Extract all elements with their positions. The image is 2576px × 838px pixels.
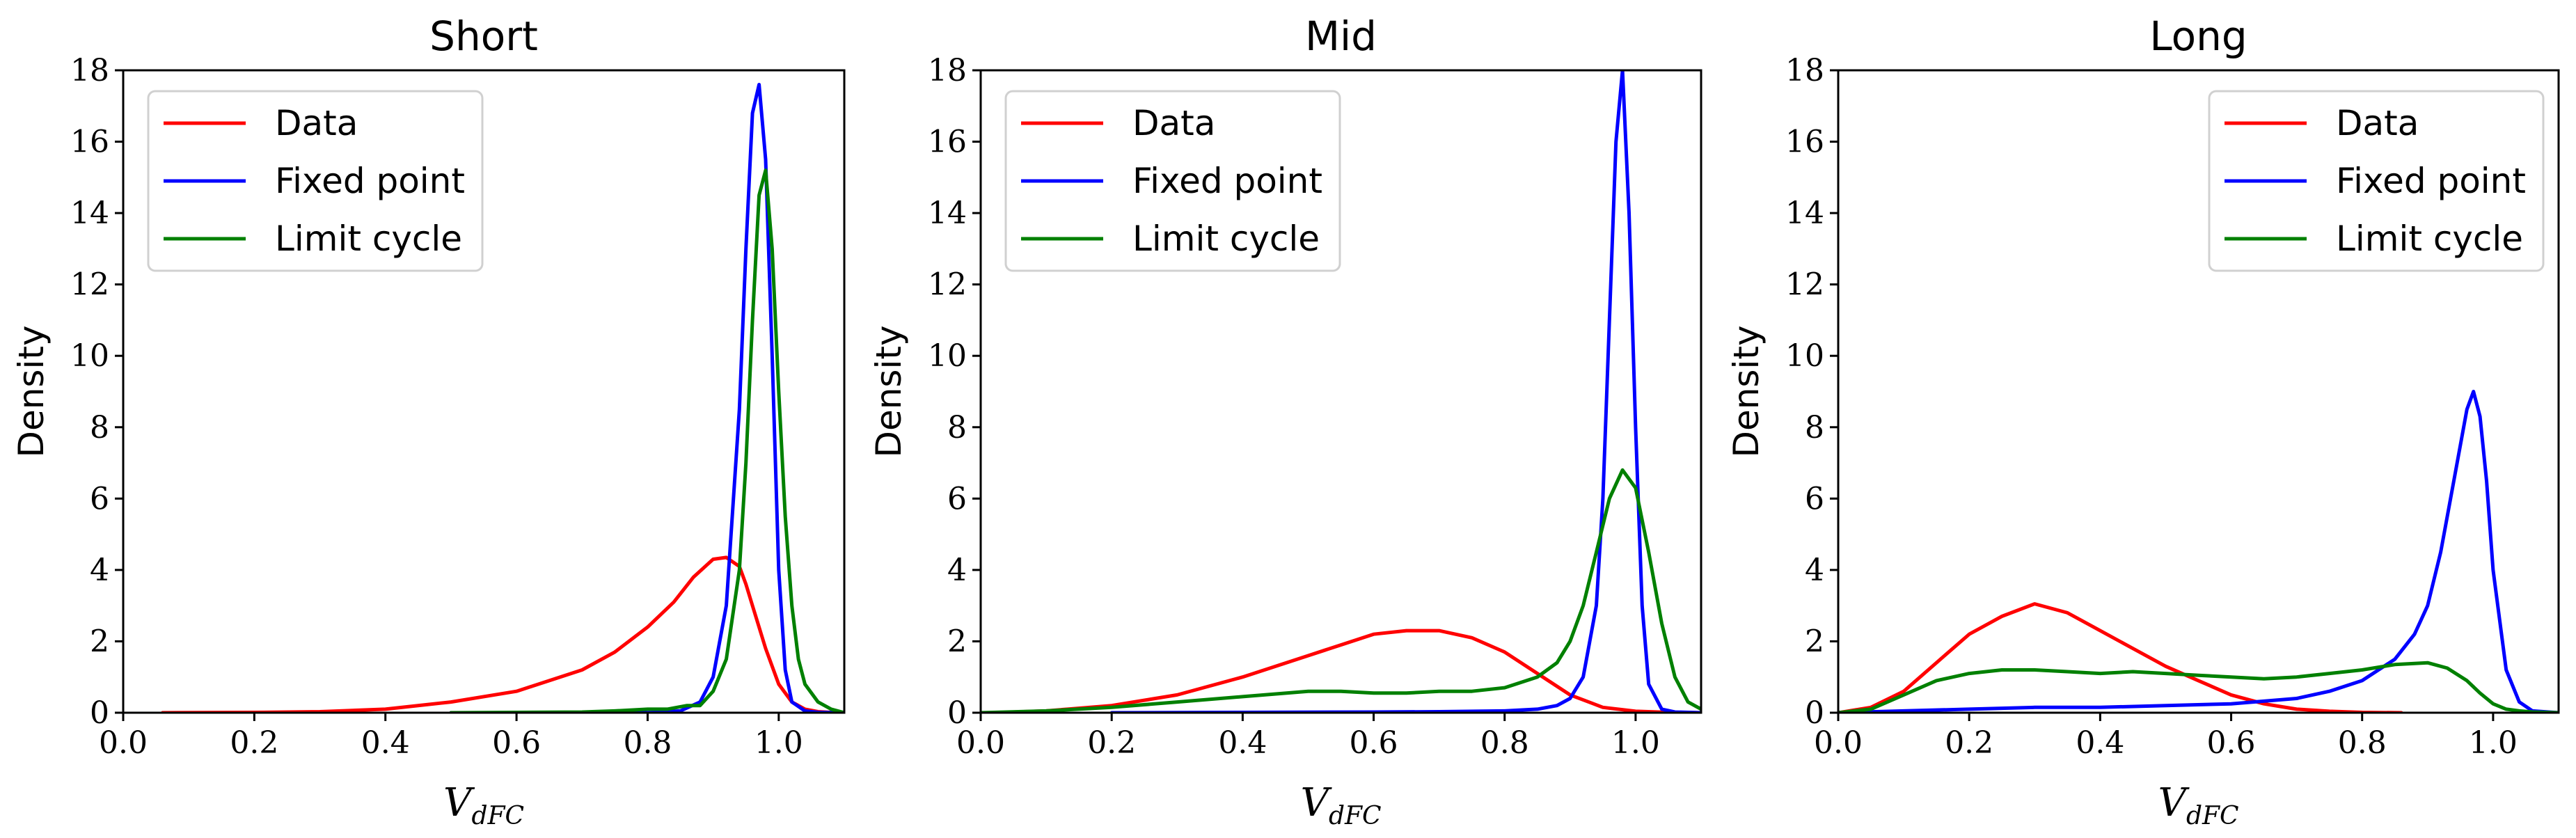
x-tick-label: 0.6: [1350, 725, 1398, 761]
x-axis-label-subscript: dFC: [471, 802, 524, 830]
y-tick-label: 0: [1805, 695, 1824, 731]
y-tick-label: 18: [70, 53, 109, 88]
x-tick-label: 0.2: [230, 725, 278, 761]
chart-title: Mid: [1305, 13, 1377, 60]
x-tick-label: 0.8: [1480, 725, 1529, 761]
x-tick-label: 0.2: [1945, 725, 1993, 761]
y-tick-label: 8: [1805, 410, 1824, 445]
y-tick-label: 18: [1785, 53, 1824, 88]
legend: Data Fixed point Limit cycle: [147, 90, 484, 272]
y-tick-label: 8: [947, 410, 967, 445]
series-line-limit-cycle: [449, 168, 844, 713]
y-tick-label: 10: [928, 338, 967, 374]
legend: Data Fixed point Limit cycle: [1004, 90, 1341, 272]
x-axis-label-main: V: [1300, 780, 1332, 825]
legend-entry: Fixed point: [275, 161, 465, 201]
y-tick-label: 6: [1805, 481, 1824, 516]
series-line-data: [992, 628, 1701, 713]
y-tick-label: 12: [70, 267, 109, 303]
x-axis-label-subscript: dFC: [2186, 802, 2239, 830]
x-axis-label-main: V: [443, 780, 475, 825]
x-tick-label: 0.4: [1218, 725, 1267, 761]
x-axis-label-main: V: [2158, 780, 2190, 825]
x-tick-label: 0.6: [492, 725, 541, 761]
series-line-limit-cycle: [1838, 661, 2559, 713]
series-line-data: [1838, 602, 2403, 713]
y-tick-label: 16: [70, 125, 109, 160]
y-tick-label: 0: [90, 695, 109, 731]
y-axis-label: Density: [869, 325, 909, 457]
legend-entry: Data: [275, 103, 358, 143]
series-line-fixed-point: [1838, 390, 2559, 713]
legend-box: [147, 90, 484, 272]
legend-entry: Fixed point: [2336, 161, 2526, 201]
x-axis-label-subscript: dFC: [1329, 802, 1382, 830]
plot-frame: [1837, 69, 2560, 714]
series-line-fixed-point: [449, 83, 844, 713]
y-tick-label: 18: [928, 53, 967, 88]
y-tick-label: 4: [947, 553, 967, 588]
legend-box: [1004, 90, 1341, 272]
panel-short: Short 0.0 0.2 0.4 0.6 0.8 1.0 0 2 4 6 8 10 12 14 16 18 De…: [11, 13, 846, 830]
series-line-limit-cycle: [981, 468, 1701, 713]
x-tick-label: 0.0: [99, 725, 148, 761]
legend: Data Fixed point Limit cycle: [2208, 90, 2545, 272]
x-axis-label: VdFC: [1300, 780, 1381, 830]
y-tick-label: 8: [90, 410, 109, 445]
chart-title: Short: [429, 13, 538, 60]
x-axis-label: VdFC: [443, 780, 524, 830]
y-tick-label: 16: [1785, 125, 1824, 160]
y-tick-label: 14: [1785, 196, 1824, 231]
x-tick-label: 0.4: [2076, 725, 2124, 761]
y-tick-label: 2: [90, 624, 109, 659]
x-tick-label: 1.0: [1611, 725, 1660, 761]
x-tick-label: 1.0: [2469, 725, 2518, 761]
y-tick-label: 4: [90, 553, 109, 588]
x-tick-label: 0.0: [956, 725, 1005, 761]
x-tick-label: 0.6: [2207, 725, 2256, 761]
y-axis-label: Density: [11, 325, 52, 457]
y-tick-label: 4: [1805, 553, 1824, 588]
x-tick-label: 0.8: [623, 725, 672, 761]
y-tick-label: 12: [1785, 267, 1824, 303]
y-axis-label: Density: [1726, 325, 1767, 457]
legend-entry: Fixed point: [1132, 161, 1322, 201]
y-tick-label: 6: [947, 481, 967, 516]
panel-mid: Mid 0.0 0.2 0.4 0.6 0.8 1.0 0 2 4 6 8 10 12 14 16 18 Dens…: [869, 13, 1702, 830]
plot-frame: [979, 69, 1702, 714]
x-tick-label: 1.0: [754, 725, 803, 761]
legend-entry: Data: [2336, 103, 2419, 143]
x-tick-label: 0.2: [1087, 725, 1136, 761]
y-tick-label: 10: [1785, 338, 1824, 374]
legend-entry: Limit cycle: [275, 219, 462, 259]
legend-box: [2208, 90, 2545, 272]
plot-frame: [122, 69, 846, 714]
x-tick-label: 0.4: [361, 725, 410, 761]
y-tick-label: 14: [70, 196, 109, 231]
x-tick-label: 0.0: [1814, 725, 1863, 761]
x-tick-label: 0.8: [2338, 725, 2387, 761]
x-axis-label: VdFC: [2158, 780, 2238, 830]
legend-entry: Limit cycle: [2336, 219, 2523, 259]
y-tick-label: 12: [928, 267, 967, 303]
series-line-data: [161, 555, 844, 713]
y-tick-label: 14: [928, 196, 967, 231]
chart-title: Long: [2149, 13, 2247, 60]
y-tick-label: 0: [947, 695, 967, 731]
y-tick-label: 16: [928, 125, 967, 160]
series-line-fixed-point: [1109, 70, 1701, 713]
legend-entry: Data: [1132, 103, 1215, 143]
y-tick-label: 10: [70, 338, 109, 374]
y-tick-label: 2: [1805, 624, 1824, 659]
y-tick-label: 6: [90, 481, 109, 516]
legend-entry: Limit cycle: [1132, 219, 1320, 259]
panel-long: Long 0.0 0.2 0.4 0.6 0.8 1.0 0 2 4 6 8 10 12 14 16 18 Den…: [1726, 13, 2560, 830]
y-tick-label: 2: [947, 624, 967, 659]
